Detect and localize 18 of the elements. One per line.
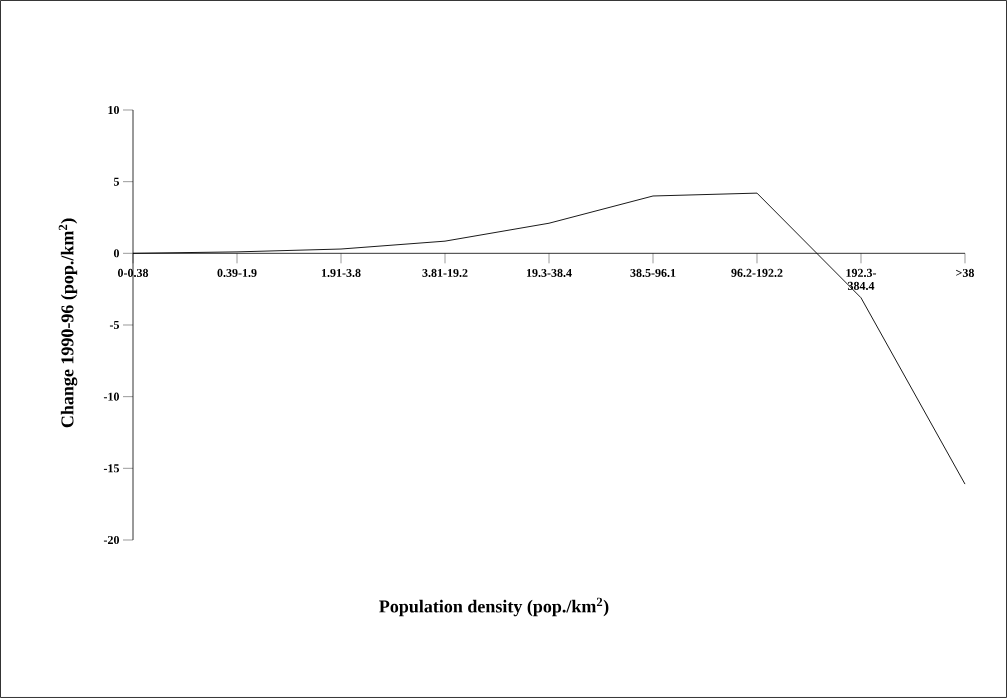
x-tick-label: 96.2-192.2 <box>731 268 783 277</box>
x-tick-label: 38.5-96.1 <box>630 268 676 278</box>
x-tick-label: 0-0.38 <box>117 268 149 278</box>
y-tick-label: -20 <box>103 535 120 545</box>
y-tick-label: -5 <box>109 321 120 329</box>
y-tick-label: -10 <box>103 392 120 401</box>
y-tick-label: 5 <box>113 177 120 186</box>
y-axis-title: Change 1990-96 (pop./km$^{2}$) <box>58 218 78 428</box>
y-tick-label: 10 <box>108 105 120 115</box>
x-axis-title: Population density (pop./km$^{2}$) <box>379 597 609 617</box>
x-tick-label: 192.3-384.4 <box>846 268 877 290</box>
x-tick-label: 3.81-19.2 <box>422 268 468 278</box>
y-tick-label: -15 <box>103 464 120 473</box>
y-tick-label: 0 <box>113 249 120 258</box>
x-tick-label: 19.3-38.4 <box>526 268 572 278</box>
x-tick-label: 1.91-3.8 <box>321 268 361 278</box>
x-tick-label: >38 <box>956 268 975 277</box>
x-tick-label: 0.39-1.9 <box>217 268 257 278</box>
